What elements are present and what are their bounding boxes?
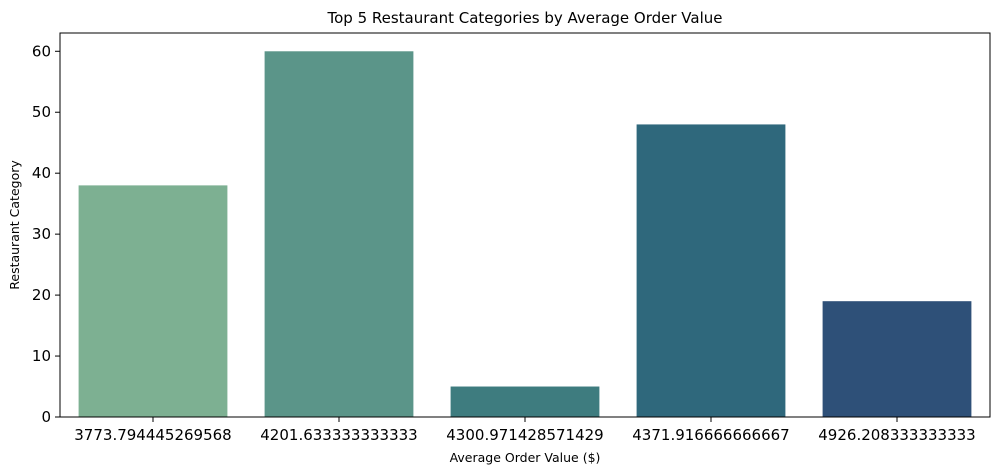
x-tick-label: 3773.794445269568 xyxy=(74,426,231,444)
bar-3 xyxy=(450,386,600,417)
y-tick-label: 30 xyxy=(32,225,51,243)
bar-2 xyxy=(264,51,414,418)
x-tick-label: 4201.633333333333 xyxy=(260,426,417,444)
y-tick-label: 60 xyxy=(32,42,51,60)
y-tick-label: 10 xyxy=(32,347,51,365)
bars xyxy=(78,51,972,418)
plot-frame xyxy=(59,32,991,418)
y-axis-ticks: 0 10 20 30 40 50 60 xyxy=(32,42,60,426)
y-tick-label: 40 xyxy=(32,164,51,182)
bar-4 xyxy=(636,124,786,417)
x-axis-ticks: 3773.794445269568 4201.633333333333 4300.9… xyxy=(74,417,976,444)
x-tick-label: 4300.971428571429 xyxy=(446,426,603,444)
y-tick-label: 50 xyxy=(32,103,51,121)
y-axis-label: Restaurant Category xyxy=(7,160,22,290)
chart-title: Top 5 Restaurant Categories by Average O… xyxy=(326,9,722,27)
x-tick-label: 4371.916666666667 xyxy=(632,426,789,444)
y-tick-label: 0 xyxy=(41,408,51,426)
bar-1 xyxy=(78,185,228,417)
bar-5 xyxy=(822,301,972,417)
x-tick-label: 4926.208333333333 xyxy=(818,426,975,444)
y-tick-label: 20 xyxy=(32,286,51,304)
x-axis-label: Average Order Value ($) xyxy=(450,450,601,465)
